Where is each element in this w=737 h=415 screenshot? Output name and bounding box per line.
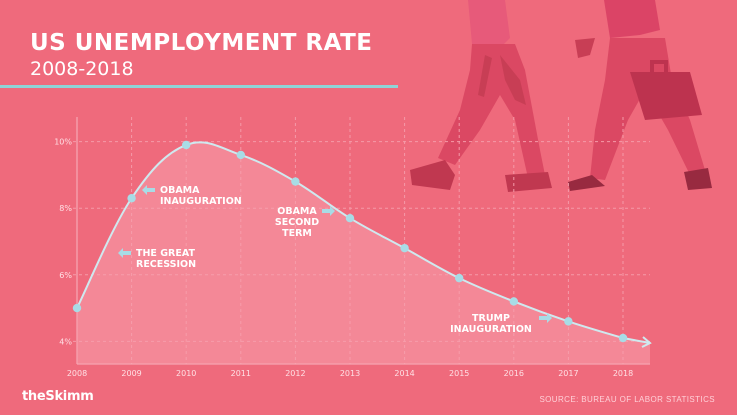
- annotation-arrow-icon: [142, 185, 155, 195]
- x-tick-label: 2014: [394, 369, 414, 378]
- annotations: THE GREATRECESSIONOBAMAINAUGURATIONOBAMA…: [118, 185, 552, 335]
- x-tick-label: 2011: [231, 369, 251, 378]
- y-axis-ticks: 4% 6% 8% 10%: [54, 138, 72, 347]
- chart-subtitle: 2008-2018: [30, 58, 134, 80]
- annotation-text: INAUGURATION: [450, 324, 532, 335]
- annotation-text: THE GREAT: [136, 248, 195, 259]
- data-point: [455, 273, 464, 283]
- data-point: [345, 214, 355, 223]
- x-axis-ticks: 2008 2009 2010 2011 2012 2013 2014 2015 2016 2017…: [67, 369, 633, 378]
- y-tick-label: 4%: [59, 337, 72, 346]
- title-underline-rule: [0, 85, 398, 88]
- annotation-arrow-icon: [118, 248, 131, 258]
- x-tick-label: 2008: [67, 369, 87, 378]
- annotation-text: INAUGURATION: [160, 196, 242, 207]
- annotation-text: SECOND: [275, 217, 319, 228]
- source-note: SOURCE: BUREAU OF LABOR STATISTICS: [539, 395, 715, 404]
- x-tick-label: 2013: [340, 369, 360, 378]
- annotation-arrow-icon: [539, 313, 552, 323]
- y-tick-label: 6%: [59, 271, 72, 280]
- data-point: [127, 194, 136, 203]
- data-point: [182, 140, 191, 150]
- x-tick-label: 2012: [285, 369, 305, 378]
- x-tick-label: 2016: [504, 369, 524, 378]
- chart-title: US UNEMPLOYMENT RATE: [30, 30, 373, 56]
- series-line-arrowhead: [641, 336, 652, 348]
- series-line: [76, 141, 651, 345]
- annotation-text: TERM: [282, 228, 312, 239]
- annotation-arrow-icon: [322, 206, 335, 216]
- x-tick-label: 2017: [558, 369, 578, 378]
- brand-logo: theSkimm: [22, 389, 94, 404]
- annotation-text: TRUMP: [472, 313, 510, 324]
- data-point: [564, 317, 573, 326]
- data-point: [72, 303, 82, 313]
- data-point: [509, 297, 518, 306]
- x-tick-label: 2009: [121, 369, 141, 378]
- annotation-text: OBAMA: [277, 206, 317, 217]
- annotation-text: OBAMA: [160, 185, 200, 196]
- data-point: [400, 243, 409, 253]
- x-tick-label: 2010: [176, 369, 196, 378]
- data-points: [72, 140, 628, 343]
- walking-figures-illustration: [410, 0, 712, 192]
- x-tick-label: 2015: [449, 369, 469, 378]
- data-point: [236, 150, 245, 160]
- data-point: [291, 177, 300, 186]
- y-tick-label: 8%: [59, 204, 72, 213]
- annotation-text: RECESSION: [136, 259, 196, 270]
- x-tick-label: 2018: [613, 369, 633, 378]
- y-tick-label: 10%: [54, 138, 72, 147]
- data-point: [618, 333, 628, 343]
- area-fill: [77, 142, 650, 364]
